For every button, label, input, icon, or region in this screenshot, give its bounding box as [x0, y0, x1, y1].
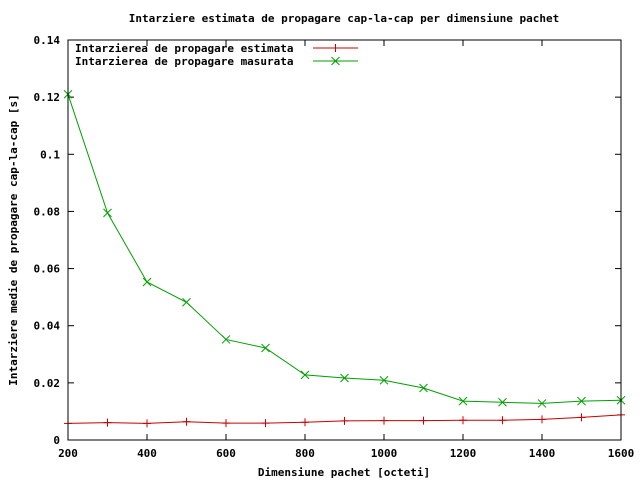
y-tick-label: 0.12 [34, 91, 61, 104]
data-point [143, 419, 151, 428]
data-point [459, 416, 467, 425]
marker-stroke [221, 335, 231, 344]
y-tick-label: 0.14 [34, 34, 61, 47]
legend-label: Intarzierea de propagare masurata [75, 55, 294, 68]
data-point [379, 375, 389, 385]
data-point [577, 413, 586, 422]
x-tick-label: 1200 [450, 447, 477, 460]
marker-stroke [419, 383, 428, 393]
y-tick-label: 0.04 [34, 320, 61, 333]
marker-stroke [340, 373, 349, 383]
y-tick-label: 0.08 [34, 205, 61, 218]
data-point [419, 383, 428, 393]
legend: Intarzierea de propagare estimataIntarzi… [75, 42, 358, 68]
data-point [498, 397, 507, 407]
data-point [300, 370, 310, 380]
data-point [340, 416, 349, 425]
marker-stroke [103, 208, 112, 218]
marker-stroke [300, 370, 310, 380]
marker-stroke [379, 375, 389, 385]
marker-stroke [458, 396, 468, 406]
legend-marker [331, 44, 340, 52]
y-axis-label: Intarziere medie de propagare cap-la-cap… [7, 94, 20, 385]
chart-title: Intarziere estimata de propagare cap-la-… [129, 12, 559, 25]
data-point [538, 415, 546, 424]
marker-stroke [142, 277, 152, 287]
x-tick-label: 600 [216, 447, 236, 460]
data-point [380, 416, 388, 425]
y-tick-label: 0.02 [34, 377, 61, 390]
data-point [142, 277, 152, 287]
marker-stroke [182, 297, 191, 307]
marker-stroke [498, 397, 507, 407]
data-point [103, 208, 112, 218]
legend-marker [331, 56, 340, 66]
data-point [340, 373, 349, 383]
x-axis-label: Dimensiune pachet [octeti] [258, 466, 430, 479]
data-point [498, 416, 507, 425]
data-point [577, 396, 586, 406]
axis-ticks: 200 400 600 800 1000 1200 1400 1600 0 0.02 0.04 0.0… [34, 34, 635, 460]
data-point [103, 418, 112, 427]
x-tick-label: 1600 [608, 447, 635, 460]
data-point [182, 417, 191, 426]
legend-label: Intarzierea de propagare estimata [75, 42, 294, 55]
series-measured [63, 89, 626, 408]
series-lines [63, 89, 626, 428]
x-tick-label: 400 [137, 447, 157, 460]
y-tick-label: 0.06 [34, 263, 61, 276]
data-point [537, 399, 547, 408]
plot-frame [67, 39, 622, 441]
series-line [67, 94, 622, 404]
data-point [182, 297, 191, 307]
x-tick-label: 1000 [371, 447, 398, 460]
y-tick-label: 0.1 [40, 148, 60, 161]
data-point [261, 343, 270, 353]
marker-stroke [331, 56, 340, 66]
series-estimated [64, 410, 625, 428]
x-tick-label: 200 [58, 447, 78, 460]
data-point [221, 335, 231, 344]
marker-stroke [537, 399, 547, 408]
data-point [458, 396, 468, 406]
x-tick-label: 1400 [529, 447, 556, 460]
data-point [301, 418, 309, 427]
marker-stroke [261, 343, 270, 353]
data-point [419, 416, 428, 425]
y-tick-label: 0 [53, 434, 60, 447]
data-point [261, 419, 270, 428]
marker-stroke [577, 396, 586, 406]
data-point [222, 419, 230, 428]
x-tick-label: 800 [295, 447, 315, 460]
